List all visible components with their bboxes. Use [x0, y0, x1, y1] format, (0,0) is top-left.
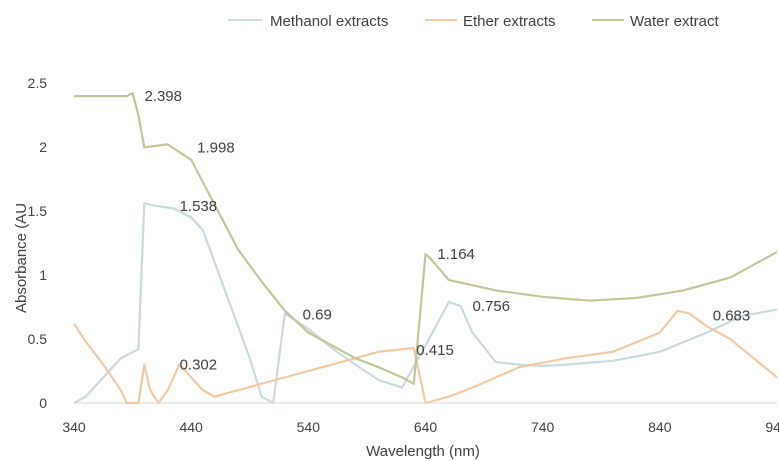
x-tick-label: 540 — [297, 419, 321, 435]
data-labels: 2.398 1.998 1.538 0.69 1.164 0.756 0.683 0.415 0… — [144, 88, 750, 373]
data-label: 2.398 — [144, 88, 182, 105]
y-tick-label: 0 — [39, 395, 47, 411]
y-tick-label: 1 — [39, 267, 47, 283]
y-tick-label: 1.5 — [28, 203, 48, 219]
data-label: 0.683 — [713, 308, 751, 325]
data-label: 0.756 — [473, 298, 511, 315]
data-label: 1.998 — [197, 139, 235, 156]
x-tick-label: 440 — [179, 419, 203, 435]
legend-label-water: Water extract — [630, 13, 719, 30]
legend-item-water[interactable]: Water extract — [592, 13, 719, 30]
data-label: 0.415 — [416, 342, 454, 359]
x-tick-label: 340 — [62, 419, 86, 435]
x-axis-title: Wavelength (nm) — [366, 443, 480, 460]
legend-item-methanol[interactable]: Methanol extracts — [228, 13, 388, 30]
data-label: 1.164 — [437, 246, 475, 263]
y-tick-label: 2.5 — [28, 75, 48, 91]
x-axis-ticks: 340 440 540 640 740 840 940 — [62, 419, 779, 435]
y-axis-ticks: 0 0.5 1 1.5 2 2.5 — [28, 75, 48, 411]
legend-label-ether: Ether extracts — [463, 13, 556, 30]
y-axis-title: Absorbance (AU — [13, 203, 30, 313]
y-tick-label: 0.5 — [28, 331, 48, 347]
series-line-water[interactable] — [74, 92, 778, 385]
plot-area — [73, 92, 778, 405]
y-tick-label: 2 — [39, 139, 47, 155]
x-tick-label: 840 — [648, 419, 672, 435]
data-label: 0.69 — [303, 307, 332, 324]
series-line-ether[interactable] — [73, 309, 778, 405]
legend: Methanol extracts Ether extracts Water e… — [228, 13, 719, 30]
x-tick-label: 640 — [414, 419, 438, 435]
x-tick-label: 740 — [531, 419, 555, 435]
legend-item-ether[interactable]: Ether extracts — [425, 13, 556, 30]
legend-label-methanol: Methanol extracts — [270, 13, 388, 30]
data-label: 0.302 — [180, 356, 218, 373]
data-label: 1.538 — [180, 198, 218, 215]
series-line-methanol[interactable] — [73, 202, 778, 405]
x-tick-label: 940 — [765, 419, 779, 435]
